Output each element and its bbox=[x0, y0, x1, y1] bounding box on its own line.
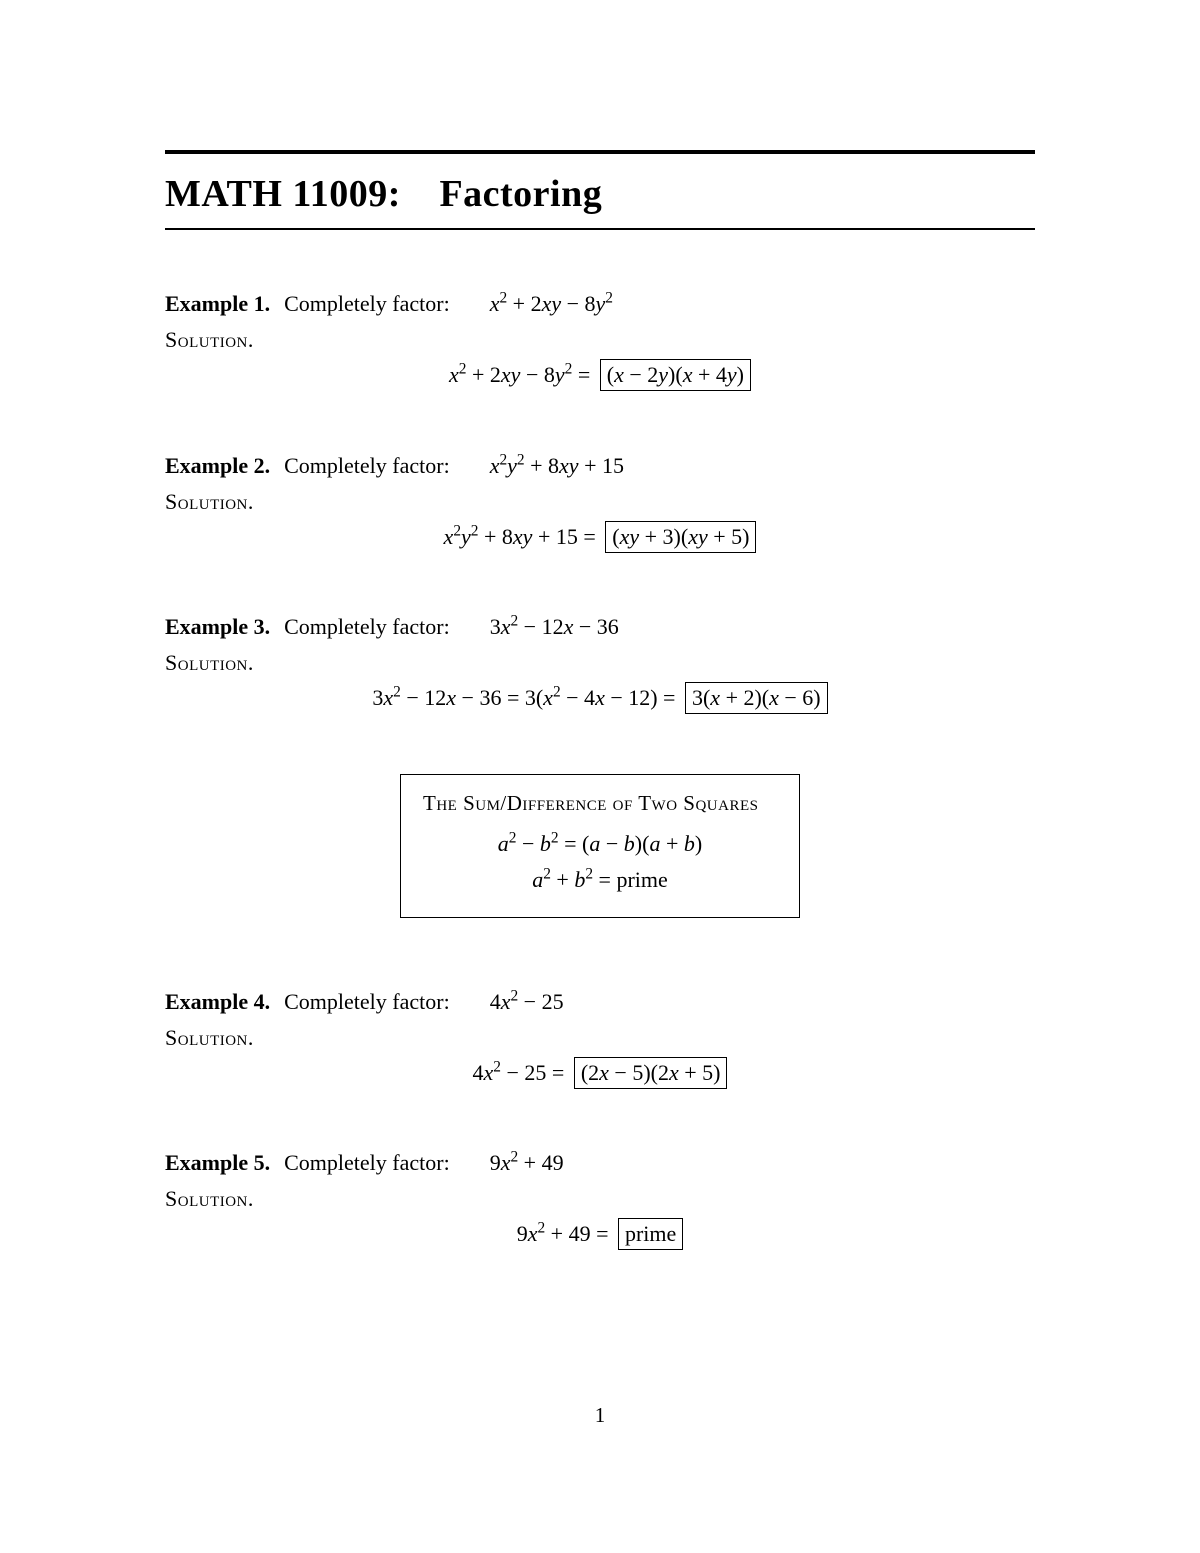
solution-label: Solution. bbox=[165, 489, 1035, 515]
example-head: Example 4. Completely factor: 4x2 − 25 bbox=[165, 988, 1035, 1015]
example-label: Example 1. bbox=[165, 291, 270, 317]
example-expression: x2 + 2xy − 8y2 bbox=[490, 290, 613, 317]
example-head: Example 2. Completely factor: x2y2 + 8xy… bbox=[165, 451, 1035, 478]
solution-label: Solution. bbox=[165, 650, 1035, 676]
solution-line: x2 + 2xy − 8y2 = (x − 2y)(x + 4y) bbox=[165, 359, 1035, 391]
example-prompt: Completely factor: bbox=[284, 453, 450, 479]
theorem-box: The Sum/Difference of Two Squares a2 − b… bbox=[400, 774, 800, 918]
solution-label: Solution. bbox=[165, 1186, 1035, 1212]
example-expression: x2y2 + 8xy + 15 bbox=[490, 451, 624, 478]
example-expression: 9x2 + 49 bbox=[490, 1149, 564, 1176]
example-3: Example 3. Completely factor: 3x2 − 12x … bbox=[165, 613, 1035, 714]
example-prompt: Completely factor: bbox=[284, 291, 450, 317]
solution-line: x2y2 + 8xy + 15 = (xy + 3)(xy + 5) bbox=[165, 521, 1035, 553]
example-4: Example 4. Completely factor: 4x2 − 25 S… bbox=[165, 988, 1035, 1089]
example-expression: 4x2 − 25 bbox=[490, 988, 564, 1015]
example-head: Example 1. Completely factor: x2 + 2xy −… bbox=[165, 290, 1035, 317]
example-prompt: Completely factor: bbox=[284, 1150, 450, 1176]
title-rule bbox=[165, 228, 1035, 230]
theorem-line-1: a2 − b2 = (a − b)(a + b) bbox=[423, 830, 777, 857]
theorem-title: The Sum/Difference of Two Squares bbox=[423, 791, 777, 816]
example-label: Example 4. bbox=[165, 989, 270, 1015]
theorem-line-2: a2 + b2 = prime bbox=[423, 865, 777, 892]
example-label: Example 2. bbox=[165, 453, 270, 479]
example-label: Example 3. bbox=[165, 614, 270, 640]
example-1: Example 1. Completely factor: x2 + 2xy −… bbox=[165, 290, 1035, 391]
example-5: Example 5. Completely factor: 9x2 + 49 S… bbox=[165, 1149, 1035, 1250]
theorem-box-wrap: The Sum/Difference of Two Squares a2 − b… bbox=[165, 774, 1035, 918]
page-number: 1 bbox=[0, 1403, 1200, 1428]
example-prompt: Completely factor: bbox=[284, 614, 450, 640]
example-expression: 3x2 − 12x − 36 bbox=[490, 613, 619, 640]
example-head: Example 3. Completely factor: 3x2 − 12x … bbox=[165, 613, 1035, 640]
example-2: Example 2. Completely factor: x2y2 + 8xy… bbox=[165, 451, 1035, 552]
solution-line: 3x2 − 12x − 36 = 3(x2 − 4x − 12) = 3(x +… bbox=[165, 682, 1035, 714]
solution-line: 9x2 + 49 = prime bbox=[165, 1218, 1035, 1250]
solution-label: Solution. bbox=[165, 327, 1035, 353]
page-title: MATH 11009: Factoring bbox=[165, 172, 1035, 216]
top-rule bbox=[165, 150, 1035, 154]
solution-label: Solution. bbox=[165, 1025, 1035, 1051]
example-head: Example 5. Completely factor: 9x2 + 49 bbox=[165, 1149, 1035, 1176]
example-prompt: Completely factor: bbox=[284, 989, 450, 1015]
solution-line: 4x2 − 25 = (2x − 5)(2x + 5) bbox=[165, 1057, 1035, 1089]
example-label: Example 5. bbox=[165, 1150, 270, 1176]
